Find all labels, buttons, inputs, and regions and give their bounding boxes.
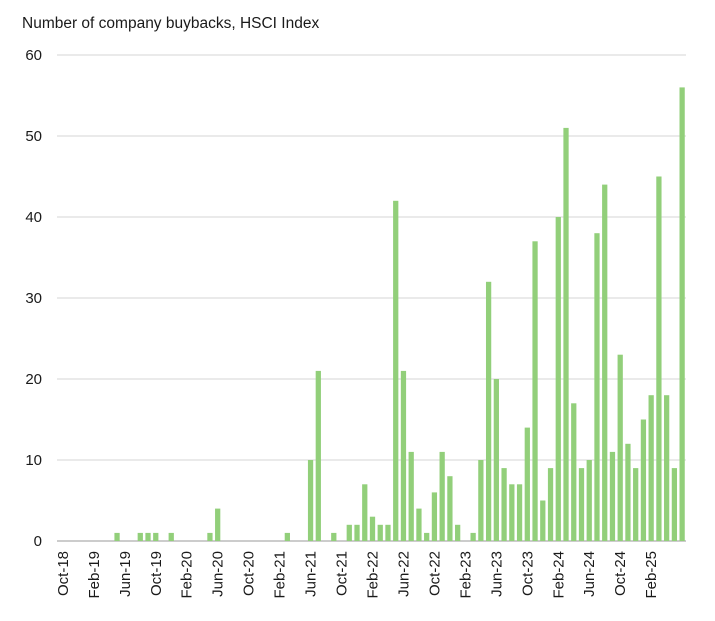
bar-Mar-24 [563,127,569,542]
x-tick-label: Oct-18 [55,551,72,596]
bar-Dec-22 [447,476,453,541]
bar-Jul-22 [408,451,414,541]
x-tick-label: Jun-22 [395,551,412,597]
x-tick-label: Feb-19 [86,551,103,599]
x-tick-label: Feb-22 [365,551,382,599]
bar-Dec-23 [540,500,546,541]
bar-May-23 [485,281,492,541]
bars [114,87,685,542]
bar-Dec-21 [354,524,360,541]
bar-Aug-23 [509,484,515,541]
bar-Sep-21 [331,532,337,541]
bar-Aug-22 [416,508,422,541]
bar-Mar-23 [470,532,476,541]
bar-Nov-21 [346,524,352,541]
x-tick-label: Oct-19 [148,551,165,596]
x-tick-label: Oct-20 [241,551,258,596]
bar-Jun-23 [493,379,499,541]
bar-Jun-22 [400,370,407,541]
bar-Jan-22 [362,484,368,541]
bar-Oct-24 [617,354,623,541]
bar-Oct-19 [153,532,159,541]
bar-Feb-22 [369,516,376,541]
bar-Apr-22 [385,524,391,541]
y-tick-label: 10 [25,452,42,469]
bar-Sep-19 [145,532,151,541]
bar-May-22 [393,200,399,542]
x-tick-label: Oct-22 [426,551,443,596]
x-tick-label: Jun-23 [488,551,505,597]
bar-May-25 [671,468,678,541]
bar-Feb-24 [555,217,561,541]
x-tick-label: Jun-19 [117,551,134,597]
bar-Oct-22 [431,492,438,541]
x-tick-label: Feb-24 [550,551,567,599]
x-tick-label: Oct-24 [612,551,629,596]
bar-May-24 [578,468,585,541]
bar-Nov-23 [532,241,538,542]
x-tick-label: Feb-21 [272,551,289,599]
bar-Apr-23 [478,460,484,541]
x-axis-tick-labels: Oct-18 Feb-19 Jun-19 Oct-19 Feb-20 Jun-20 Oct-… [55,551,660,599]
bar-Dec-24 [633,468,639,541]
bar-Apr-24 [571,403,577,541]
bar-Mar-25 [656,176,662,541]
bar-Sep-24 [609,451,616,541]
bar-Sep-22 [424,532,430,541]
bar-May-20 [207,532,213,541]
chart-title: Number of company buybacks, HSCI Index [22,15,320,32]
x-tick-label: Feb-25 [643,551,660,599]
x-tick-label: Oct-23 [519,551,536,596]
x-tick-label: Feb-23 [457,551,474,599]
bar-Mar-22 [377,524,383,541]
bar-Jun-24 [586,460,592,541]
x-tick-label: Feb-20 [179,551,196,599]
y-tick-label: 60 [25,47,42,64]
bar-May-19 [114,532,120,541]
bar-Aug-24 [602,184,608,541]
bar-Jan-24 [547,468,554,541]
x-tick-label: Jun-24 [581,551,598,597]
bar-Jan-23 [455,524,461,541]
bar-Jul-21 [315,370,321,541]
bar-Apr-25 [664,395,670,541]
bar-Jan-25 [640,419,647,541]
bar-Feb-25 [648,395,654,541]
bar-Dec-19 [168,532,174,541]
bar-Oct-23 [524,427,530,541]
bar-Nov-24 [625,443,631,541]
x-tick-label: Jun-20 [210,551,227,597]
y-tick-label: 20 [25,371,42,388]
x-tick-label: Jun-21 [303,551,320,597]
bar-Jul-24 [594,233,600,541]
y-tick-label: 30 [25,290,42,307]
bar-Aug-19 [137,532,143,541]
bar-Mar-21 [284,532,290,541]
bar-Jun-21 [307,460,314,541]
bar-Nov-22 [439,451,445,541]
y-tick-label: 50 [25,128,42,145]
bar-Jul-23 [501,468,507,541]
bar-Jun-25 [679,87,685,542]
y-axis-tick-labels: 0 10 20 30 40 50 60 [25,47,42,550]
y-tick-label: 40 [25,209,42,226]
x-tick-label: Oct-21 [334,551,351,596]
bar-Jun-20 [215,508,221,541]
y-tick-label: 0 [34,533,42,550]
bar-Sep-23 [516,484,523,541]
